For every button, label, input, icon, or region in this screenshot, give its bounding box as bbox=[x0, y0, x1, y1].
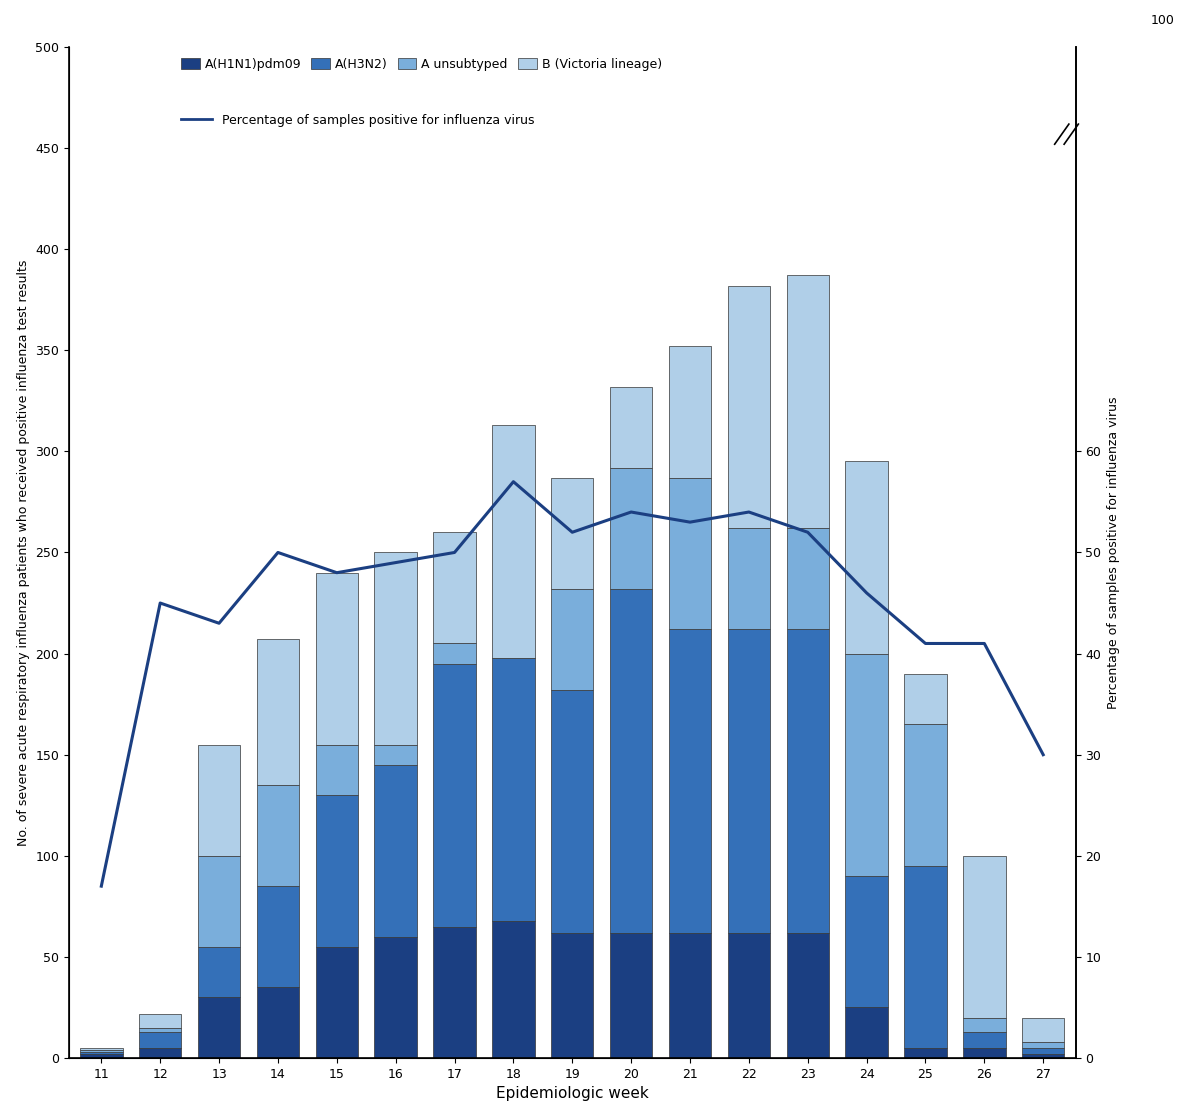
Bar bbox=[492, 425, 534, 657]
Bar bbox=[845, 877, 888, 1007]
Bar bbox=[315, 745, 358, 795]
Text: 100: 100 bbox=[1151, 13, 1176, 27]
Bar bbox=[668, 477, 711, 629]
Bar bbox=[434, 532, 475, 644]
X-axis label: Epidemiologic week: Epidemiologic week bbox=[495, 1087, 648, 1101]
Bar bbox=[374, 552, 417, 745]
Bar bbox=[668, 932, 711, 1058]
Bar bbox=[787, 528, 829, 629]
Bar bbox=[728, 528, 770, 629]
Bar bbox=[904, 674, 947, 724]
Bar bbox=[81, 1050, 122, 1052]
Bar bbox=[551, 589, 594, 690]
Bar bbox=[668, 347, 711, 477]
Bar bbox=[315, 947, 358, 1058]
Y-axis label: Percentage of samples positive for influenza virus: Percentage of samples positive for influ… bbox=[1107, 396, 1120, 709]
Bar bbox=[198, 947, 241, 997]
Bar bbox=[81, 1048, 122, 1050]
Bar bbox=[198, 855, 241, 947]
Bar bbox=[904, 866, 947, 1048]
Y-axis label: No. of severe acute respiratory influenza patients who received positive influen: No. of severe acute respiratory influenz… bbox=[17, 259, 30, 845]
Legend: Percentage of samples positive for influenza virus: Percentage of samples positive for influ… bbox=[175, 108, 539, 132]
Bar bbox=[963, 1048, 1006, 1058]
Bar bbox=[434, 644, 475, 664]
Bar bbox=[257, 639, 299, 785]
Bar bbox=[845, 462, 888, 654]
Bar bbox=[315, 795, 358, 947]
Bar bbox=[787, 932, 829, 1058]
Bar bbox=[1021, 1017, 1064, 1042]
Bar bbox=[963, 855, 1006, 1017]
Bar bbox=[904, 724, 947, 866]
Bar bbox=[610, 387, 652, 467]
Bar bbox=[434, 664, 475, 927]
Bar bbox=[728, 932, 770, 1058]
Bar bbox=[492, 920, 534, 1058]
Bar bbox=[139, 1048, 181, 1058]
Bar bbox=[845, 1007, 888, 1058]
Bar bbox=[610, 589, 652, 932]
Bar bbox=[787, 629, 829, 932]
Bar bbox=[139, 1032, 181, 1048]
Bar bbox=[551, 477, 594, 589]
Bar bbox=[374, 765, 417, 937]
Bar bbox=[728, 285, 770, 528]
Bar bbox=[81, 1052, 122, 1054]
Bar bbox=[257, 987, 299, 1058]
Bar bbox=[963, 1032, 1006, 1048]
Bar bbox=[139, 1027, 181, 1032]
Bar bbox=[551, 690, 594, 932]
Bar bbox=[374, 745, 417, 765]
Bar bbox=[610, 467, 652, 589]
Bar bbox=[1021, 1054, 1064, 1058]
Bar bbox=[374, 937, 417, 1058]
Bar bbox=[787, 275, 829, 528]
Bar bbox=[728, 629, 770, 932]
Bar bbox=[315, 572, 358, 745]
Bar bbox=[257, 887, 299, 987]
Bar bbox=[1021, 1048, 1064, 1054]
Bar bbox=[610, 932, 652, 1058]
Bar bbox=[434, 927, 475, 1058]
Bar bbox=[257, 785, 299, 887]
Bar bbox=[551, 932, 594, 1058]
Bar bbox=[963, 1017, 1006, 1032]
Bar bbox=[1021, 1042, 1064, 1048]
Bar bbox=[81, 1054, 122, 1058]
Bar bbox=[198, 997, 241, 1058]
Bar bbox=[492, 657, 534, 920]
Bar bbox=[668, 629, 711, 932]
Bar bbox=[139, 1014, 181, 1027]
Bar bbox=[845, 654, 888, 877]
Bar bbox=[904, 1048, 947, 1058]
Bar bbox=[198, 745, 241, 855]
